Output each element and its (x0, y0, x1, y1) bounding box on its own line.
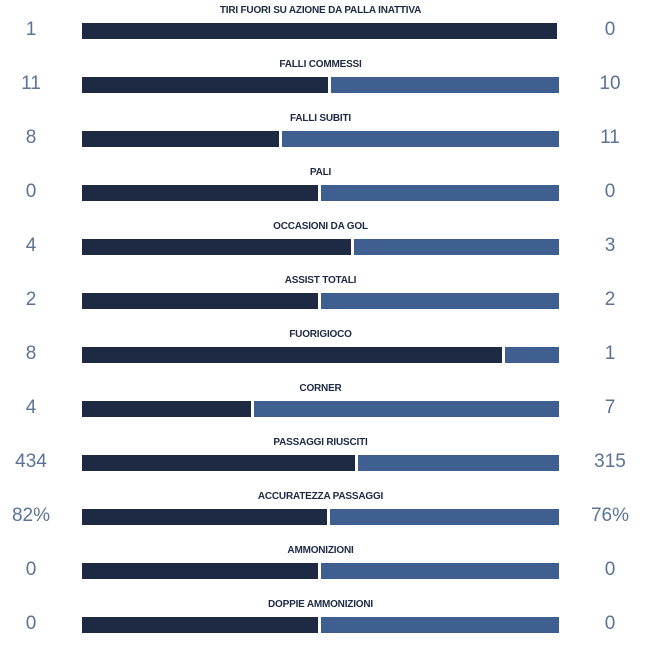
stat-away-value: 2 (604, 289, 616, 310)
stat-bar-away (358, 455, 559, 471)
stat-bar-away (331, 77, 559, 93)
stat-bar-away (321, 563, 559, 579)
stat-label: OCCASIONI DA GOL (273, 221, 368, 232)
stat-row: DOPPIE AMMONIZIONI 0 0 (0, 594, 656, 648)
stat-row: OCCASIONI DA GOL 4 3 (0, 216, 656, 270)
stat-row: AMMONIZIONI 0 0 (0, 540, 656, 594)
stat-away-value: 0 (604, 181, 616, 202)
stat-bar-home (82, 77, 328, 93)
stat-label: ACCURATEZZA PASSAGGI (257, 491, 384, 502)
stat-bar-home (82, 347, 502, 363)
stat-away-value: 1 (604, 343, 616, 364)
stat-bar-away (321, 293, 559, 309)
stat-home-value: 4 (25, 235, 37, 256)
stat-home-value: 8 (25, 343, 37, 364)
stat-row: FALLI COMMESSI 11 10 (0, 54, 656, 108)
stat-row: PASSAGGI RIUSCITI 434 315 (0, 432, 656, 486)
stat-row: CORNER 4 7 (0, 378, 656, 432)
stat-label: FALLI COMMESSI (279, 59, 362, 70)
stat-bar-away (330, 509, 559, 525)
stat-home-value: 1 (25, 19, 37, 40)
stat-home-value: 82% (11, 505, 51, 526)
stat-comparison-bar (82, 347, 559, 363)
stat-label: TIRI FUORI SU AZIONE DA PALLA INATTIVA (219, 5, 422, 16)
stat-bar-home (82, 617, 318, 633)
stat-comparison-bar (82, 185, 559, 201)
stat-comparison-bar (82, 131, 559, 147)
stat-bar-away (505, 347, 559, 363)
stat-row: ACCURATEZZA PASSAGGI 82% 76% (0, 486, 656, 540)
stat-comparison-bar (82, 401, 559, 417)
stat-away-value: 11 (600, 127, 620, 148)
stat-away-value: 0 (604, 559, 616, 580)
stat-away-value: 76% (590, 505, 630, 526)
stat-label: PASSAGGI RIUSCITI (273, 437, 368, 448)
stat-bar-home (82, 131, 279, 147)
stat-bar-home (82, 509, 327, 525)
stat-bar-home (82, 455, 355, 471)
stat-bar-away (282, 131, 559, 147)
stat-home-value: 434 (15, 451, 47, 472)
stat-away-value: 10 (599, 73, 621, 94)
stat-home-value: 11 (21, 73, 41, 94)
stat-away-value: 315 (594, 451, 626, 472)
stat-bar-home (82, 563, 318, 579)
stat-away-value: 0 (604, 613, 616, 634)
stat-bar-home (82, 185, 318, 201)
stat-bar-away (254, 401, 559, 417)
stat-away-value: 7 (604, 397, 616, 418)
stat-row: FUORIGIOCO 8 1 (0, 324, 656, 378)
stat-row: FALLI SUBITI 8 11 (0, 108, 656, 162)
stat-label: AMMONIZIONI (287, 545, 354, 556)
stat-comparison-bar (82, 563, 559, 579)
stat-bar-away (321, 617, 559, 633)
stat-comparison-bar (82, 77, 559, 93)
stat-home-value: 0 (25, 613, 37, 634)
stat-row: ASSIST TOTALI 2 2 (0, 270, 656, 324)
stat-comparison-bar (82, 455, 559, 471)
stat-label: DOPPIE AMMONIZIONI (268, 599, 373, 610)
stat-label: FUORIGIOCO (289, 329, 352, 340)
stat-label: ASSIST TOTALI (284, 275, 357, 286)
stat-home-value: 4 (25, 397, 37, 418)
stat-comparison-bar (82, 23, 559, 39)
stat-comparison-bar (82, 509, 559, 525)
stat-label: CORNER (299, 383, 342, 394)
stat-home-value: 0 (25, 559, 37, 580)
stat-bar-away (321, 185, 559, 201)
stat-bar-home (82, 293, 318, 309)
stat-bar-home (82, 23, 557, 39)
stat-bar-home (82, 401, 251, 417)
stat-comparison-bar (82, 617, 559, 633)
stat-label: FALLI SUBITI (290, 113, 351, 124)
stat-home-value: 0 (25, 181, 37, 202)
stat-comparison-bar (82, 293, 559, 309)
stat-comparison-bar (82, 239, 559, 255)
stat-bar-home (82, 239, 351, 255)
stat-label: PALI (309, 167, 332, 178)
stat-away-value: 3 (604, 235, 616, 256)
stat-bar-away (354, 239, 559, 255)
stat-home-value: 8 (25, 127, 37, 148)
stat-home-value: 2 (25, 289, 37, 310)
stat-away-value: 0 (604, 19, 616, 40)
stat-row: TIRI FUORI SU AZIONE DA PALLA INATTIVA 1 0 (0, 0, 656, 54)
stat-row: PALI 0 0 (0, 162, 656, 216)
